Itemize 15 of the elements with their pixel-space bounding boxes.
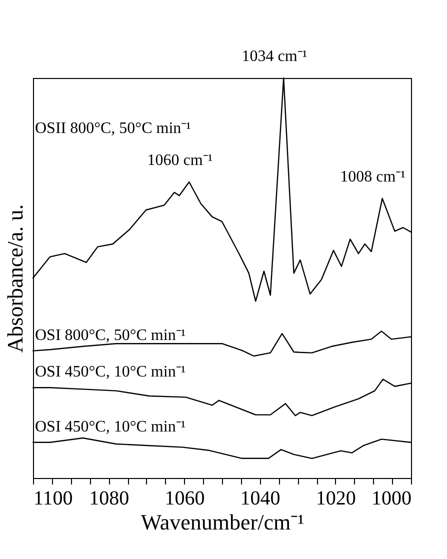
x-tick-label: 1020: [316, 488, 356, 510]
x-tick-label: 1000: [372, 488, 412, 510]
x-tick-label: 1100: [34, 488, 73, 510]
annotation: 1034 cm⁻¹: [242, 48, 308, 65]
annotation: 1008 cm⁻¹: [340, 168, 406, 186]
x-tick-label: 1040: [240, 488, 280, 510]
series-label: OSI 450°C, 10°C min⁻¹: [35, 364, 186, 381]
y-axis-title: Absorbance/a. u.: [2, 204, 28, 353]
x-tick-label: 1080: [89, 488, 130, 510]
x-tick-label: 1060: [164, 488, 205, 510]
annotation: 1060 cm⁻¹: [147, 152, 213, 169]
series-label: OSI 450°C, 10°C min⁻¹: [35, 418, 186, 436]
text: OSII 800°C, 50°C min⁻¹: [35, 120, 192, 137]
x-axis-title: Wavenumber/cm⁻¹: [140, 510, 304, 534]
series-label: OSI 800°C, 50°C min⁻¹: [35, 326, 186, 344]
